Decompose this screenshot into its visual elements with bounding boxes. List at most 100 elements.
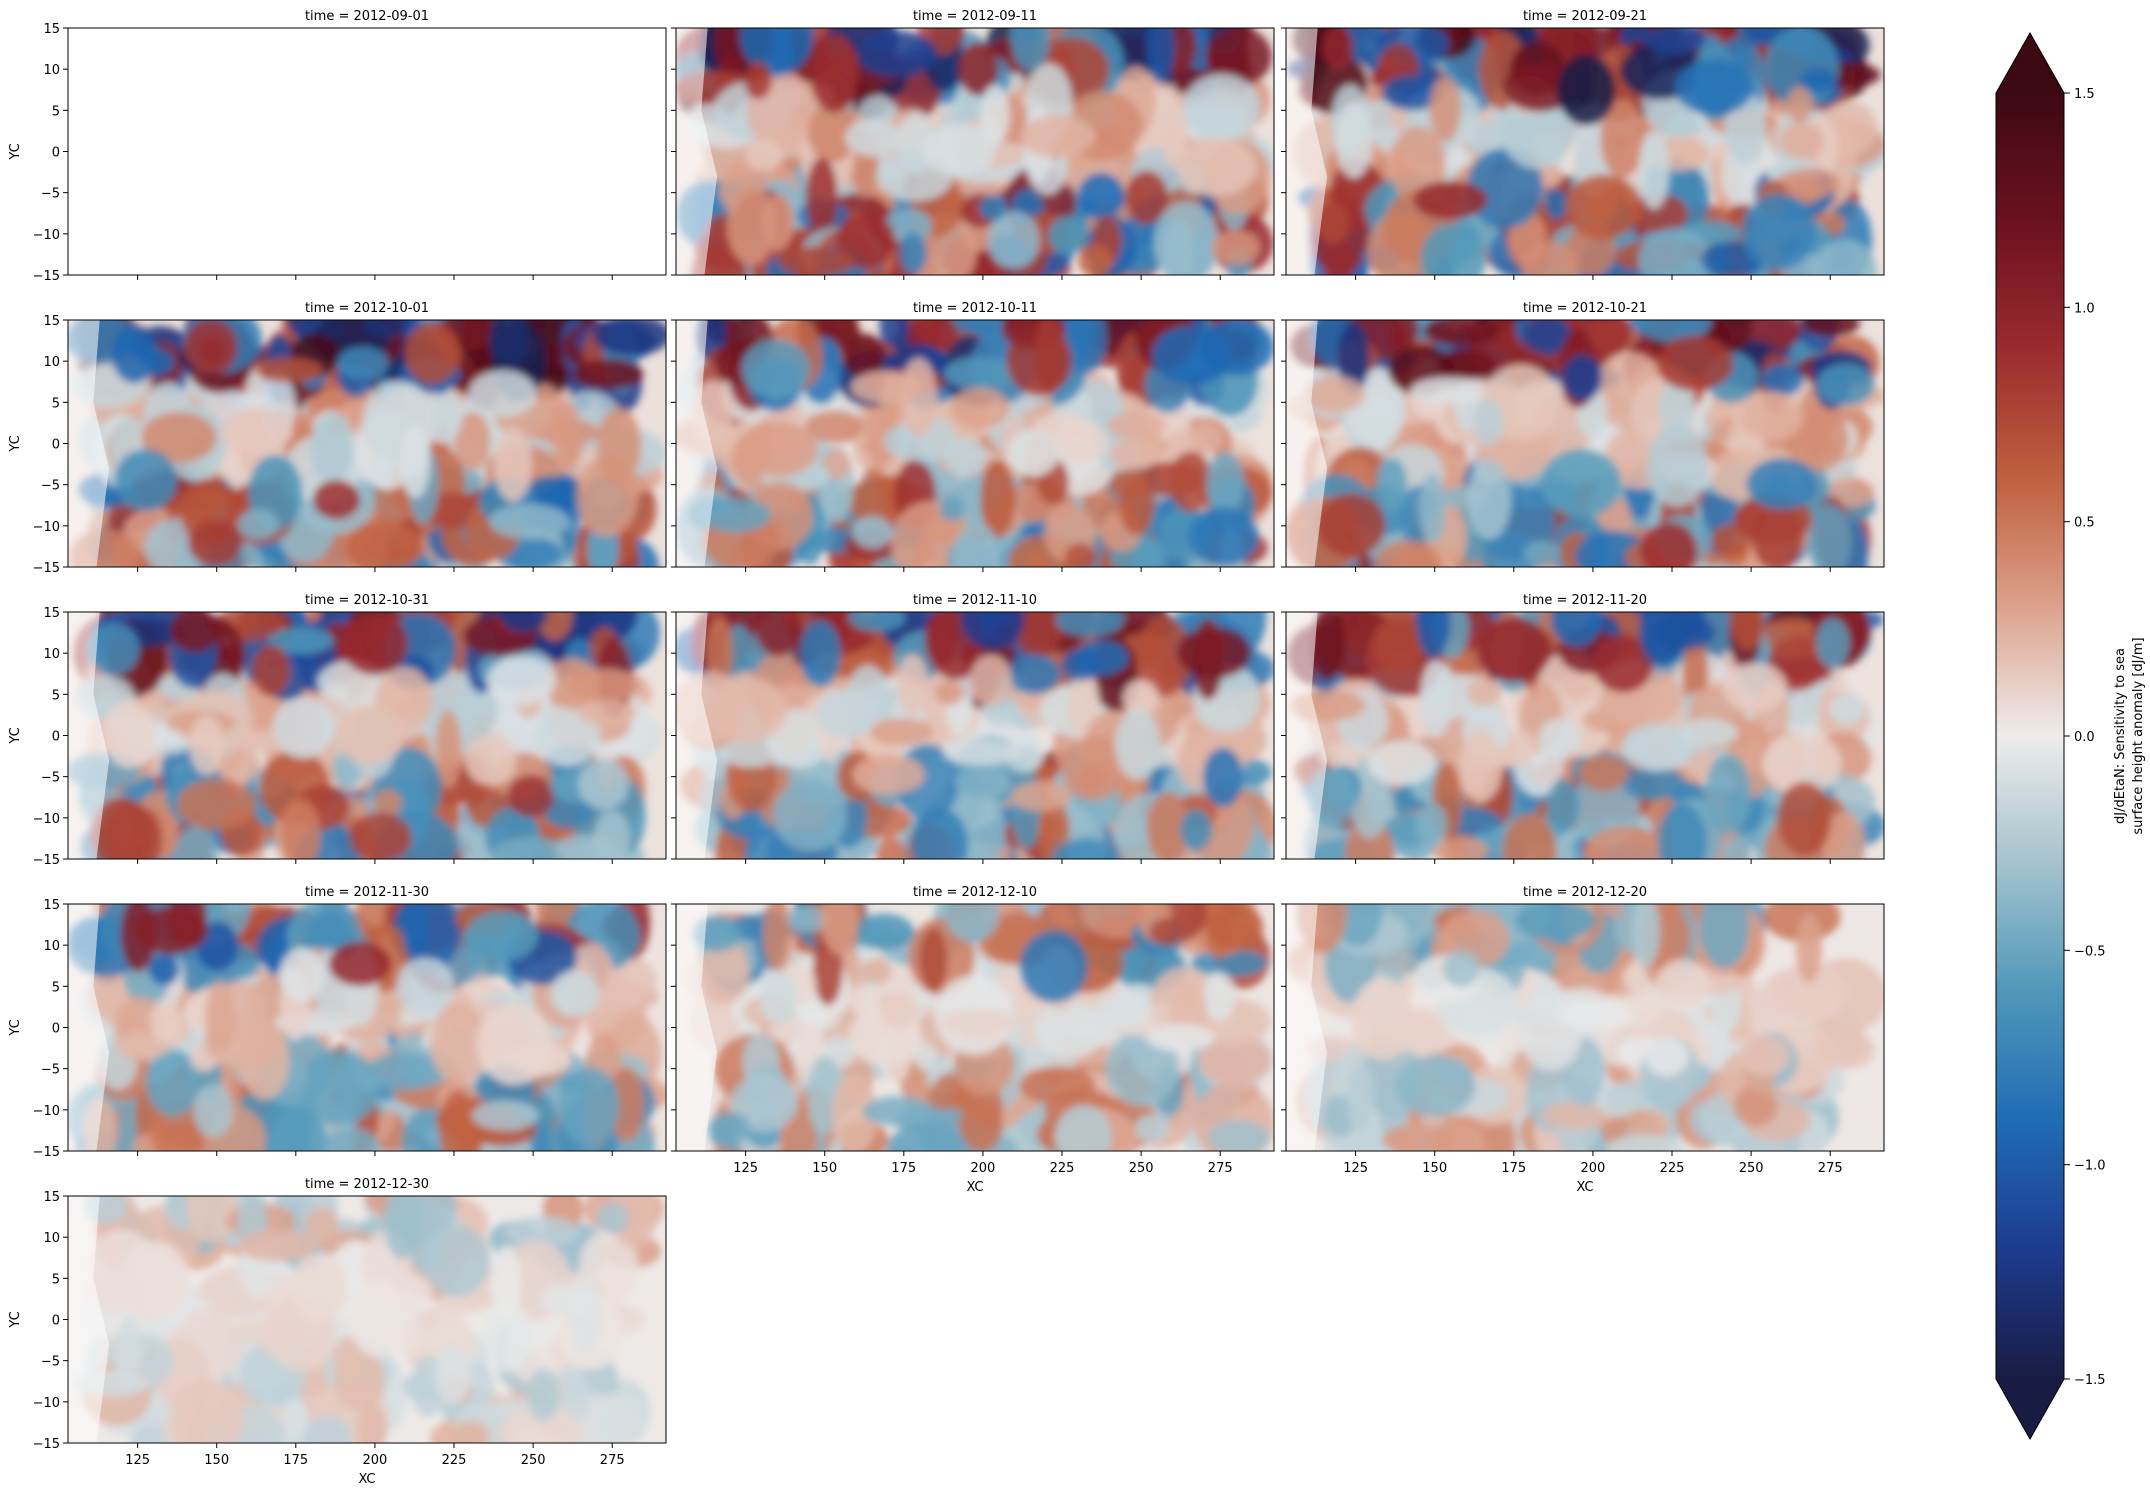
- land-mask: [68, 612, 110, 859]
- field-cell: [1762, 731, 1842, 795]
- field-cell: [922, 123, 996, 177]
- field-cell: [476, 1003, 554, 1085]
- field-cell: [1034, 320, 1065, 395]
- field-cell: [939, 496, 965, 522]
- field-cell: [1153, 201, 1220, 275]
- field-cells: [1286, 320, 1884, 567]
- field-cell: [1751, 502, 1804, 567]
- field-cell: [1006, 428, 1060, 477]
- y-tick-label: 5: [52, 980, 60, 995]
- land-mask: [676, 320, 718, 567]
- field-cell: [263, 1326, 291, 1360]
- x-tick-label: 200: [1580, 1161, 1605, 1176]
- field-cell: [944, 904, 1000, 943]
- field-cell: [1424, 320, 1500, 347]
- field-cell: [90, 797, 152, 859]
- field-cell: [170, 612, 220, 653]
- y-tick-label: −10: [33, 520, 60, 535]
- field-cell: [1149, 918, 1186, 946]
- x-tick-label: 175: [283, 1453, 308, 1468]
- field-cell: [439, 1089, 478, 1151]
- field-cell: [1096, 991, 1154, 1028]
- y-axis-label: YC: [8, 1019, 23, 1036]
- field-cell: [148, 953, 180, 986]
- field-cell: [1502, 813, 1557, 859]
- field-cell: [188, 520, 243, 567]
- facet-panel: time = 2012-12-10 125 150 175 200 225 250 275 XC: [671, 885, 1275, 1195]
- field-cell: [862, 1096, 934, 1126]
- heatmap-area: [676, 28, 1274, 275]
- field-cell: [363, 320, 408, 338]
- heatmap-area: [1286, 904, 1884, 1151]
- field-cell: [550, 970, 600, 1017]
- field-cell: [1564, 174, 1642, 240]
- field-cell: [434, 1345, 472, 1405]
- field-cell: [820, 904, 860, 956]
- field-cell: [699, 497, 771, 533]
- field-cell: [1190, 949, 1268, 977]
- field-cell: [1211, 230, 1260, 265]
- field-cell: [1335, 101, 1373, 179]
- field-cell: [468, 370, 537, 418]
- field-cell: [1629, 193, 1689, 234]
- field-cell: [577, 699, 637, 725]
- field-cell: [1350, 977, 1415, 1060]
- field-cell: [1134, 617, 1193, 697]
- x-tick-label: 150: [204, 1453, 229, 1468]
- y-tick-label: 5: [52, 396, 60, 411]
- x-tick-label: 200: [362, 1453, 387, 1468]
- y-tick-label: −10: [33, 228, 60, 243]
- field-cell: [1077, 172, 1125, 220]
- field-cell: [117, 1241, 190, 1320]
- y-tick-label: 5: [52, 104, 60, 119]
- field-cell: [332, 1335, 364, 1381]
- field-cell: [1821, 811, 1865, 859]
- field-cell: [310, 412, 355, 483]
- field-cell: [593, 320, 666, 356]
- field-cell: [1125, 170, 1168, 225]
- field-cell: [1205, 28, 1272, 87]
- field-cell: [1761, 363, 1804, 397]
- field-cell: [593, 810, 631, 859]
- field-cell: [558, 1067, 620, 1146]
- field-cell: [1704, 753, 1752, 835]
- field-cell: [1011, 612, 1065, 659]
- field-cell: [850, 370, 922, 404]
- y-axis-label: YC: [8, 727, 23, 744]
- facet-panel: time = 2012-11-20: [1281, 593, 1885, 864]
- y-tick-label: 5: [52, 1272, 60, 1287]
- field-cell: [1815, 618, 1850, 668]
- land-mask: [676, 904, 718, 1151]
- field-cell: [708, 1111, 751, 1146]
- field-cell: [189, 715, 225, 775]
- field-cell: [1346, 1063, 1375, 1132]
- field-cell: [1316, 493, 1386, 558]
- y-tick-label: 5: [52, 688, 60, 703]
- field-cell: [1054, 612, 1125, 637]
- field-cell: [753, 612, 804, 657]
- colorbar-tick-label: −1.5: [2074, 1373, 2106, 1388]
- field-cells: [676, 612, 1274, 859]
- field-cell: [870, 718, 934, 746]
- field-cell: [1052, 838, 1122, 859]
- field-cell: [1316, 201, 1350, 245]
- land-mask: [1286, 612, 1328, 859]
- field-cell: [1515, 904, 1596, 941]
- field-cell: [365, 1052, 444, 1091]
- field-cell: [452, 1421, 489, 1443]
- colorbar-tick-label: −1.0: [2074, 1159, 2106, 1174]
- field-cell: [488, 503, 570, 540]
- field-cell: [1007, 654, 1061, 695]
- field-cell: [1621, 724, 1693, 772]
- x-tick-label: 175: [1501, 1161, 1526, 1176]
- field-cell: [1207, 904, 1264, 951]
- field-cell: [1606, 1134, 1685, 1151]
- field-cell: [942, 739, 1022, 766]
- field-cell: [1367, 740, 1436, 786]
- field-cell: [1473, 398, 1504, 446]
- field-cell: [1375, 457, 1408, 512]
- field-cell: [402, 904, 430, 962]
- field-cells: [71, 1196, 664, 1443]
- field-cell: [568, 668, 641, 703]
